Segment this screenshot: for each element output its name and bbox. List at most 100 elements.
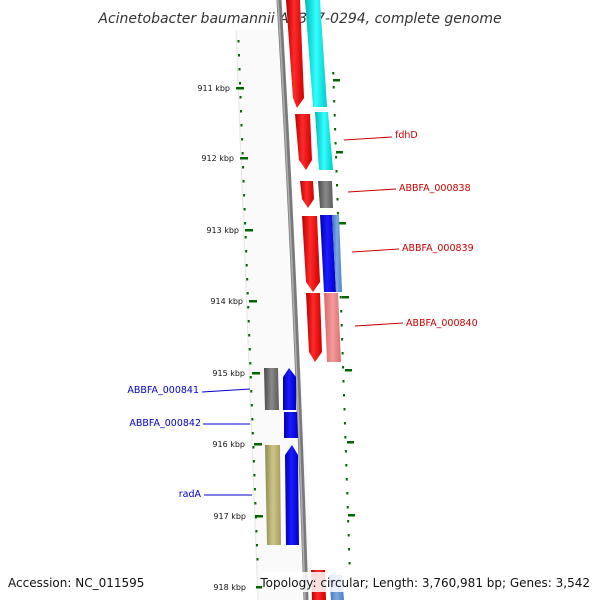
guide-dot [335,170,338,173]
guide-dot [248,348,251,351]
gene-label-fdhD[interactable]: fdhD [395,130,418,141]
guide-dot [245,264,248,267]
backbone-highlight [277,0,306,600]
gene-feature-cyan-1[interactable] [305,0,327,107]
gene-feature-blue-abbfa-000842[interactable] [284,412,298,438]
guide-dot [339,296,342,299]
guide-dot [253,474,256,477]
guide-dot [244,236,247,239]
guide-dot [254,502,257,505]
gene-feature-grey-abbfa-000841[interactable] [264,368,279,410]
guide-dot [343,408,346,411]
guide-dot [252,446,255,449]
gene-feature-bluelight-right[interactable] [332,215,342,292]
gene-label-abbfa-000840-group[interactable]: ABBFA_000840 [354,318,478,329]
leader-line [201,388,251,393]
guide-dot [345,478,348,481]
guide-dot [250,390,253,393]
gene-feature-blue-radA[interactable] [285,445,299,545]
guide-dot [332,72,335,75]
tick-mark [333,79,340,82]
guide-dot [249,376,252,379]
gene-feature-khaki-radA[interactable] [265,445,281,545]
tick-mark [256,586,264,589]
guide-dot [256,558,259,561]
guide-dot [243,194,246,197]
guide-dot [340,324,343,327]
tick-label: 915 kbp [212,369,245,378]
tick-mark [254,443,262,446]
tick-label: 918 kbp [213,583,246,592]
backbone-line [276,0,309,600]
guide-dot [251,432,254,435]
tick-mark [255,515,263,518]
guide-dot [239,82,241,85]
tick-label: 912 kbp [201,154,234,163]
gene-label-radA-group[interactable]: radA [179,489,252,500]
gene-label-abbfa-000839-group[interactable]: ABBFA_000839 [351,243,474,254]
gene-feature-pink-1[interactable] [324,293,341,362]
gene-label-abbfa-000840[interactable]: ABBFA_000840 [406,318,478,329]
tick-label: 914 kbp [210,297,243,306]
gene-feature-red-1[interactable] [286,0,304,108]
gene-label-abbfa-000838[interactable]: ABBFA_000838 [399,183,471,194]
tick-label: 917 kbp [213,512,246,521]
gene-label-abbfa-000839[interactable]: ABBFA_000839 [402,243,474,254]
tick-mark [345,369,352,372]
gene-feature-red-abbfa-000839[interactable] [302,216,320,292]
tick-label: 913 kbp [206,226,239,235]
gene-label-abbfa-000842-group[interactable]: ABBFA_000842 [129,418,250,429]
guide-dot [246,278,249,281]
leader-line [351,248,400,253]
guide-dot [347,534,350,537]
guide-dot [334,128,337,131]
guide-dot [244,222,247,225]
kbp-tick-marks [236,79,355,589]
guide-dot [332,86,335,89]
gene-label-fdhD-group[interactable]: fdhD [343,130,418,141]
tick-mark [240,157,248,160]
gene-label-abbfa-000841[interactable]: ABBFA_000841 [127,385,199,396]
guide-dot [336,184,338,187]
tick-mark [249,300,257,303]
gene-label-abbfa-000842[interactable]: ABBFA_000842 [129,418,201,429]
gene-feature-cyan-2[interactable] [315,112,333,170]
guide-dot [347,520,350,523]
gene-label-abbfa-000841-group[interactable]: ABBFA_000841 [127,385,251,396]
guide-dot [341,338,344,341]
gene-feature-grey-1[interactable] [318,181,333,208]
guide-dot [345,464,348,467]
guide-dot [341,352,344,355]
gene-label-abbfa-000838-group[interactable]: ABBFA_000838 [347,183,471,194]
guide-dot [343,422,346,425]
guide-dot [246,292,249,295]
guide-dot [253,488,256,491]
guide-dot [255,530,258,533]
gene-feature-red-fdhD[interactable] [295,114,312,170]
gene-feature-red-abbfa-000840[interactable] [306,293,322,362]
guide-dot [245,250,248,253]
guide-dot [342,380,345,383]
leader-line [347,188,397,193]
tick-label: 916 kbp [212,440,245,449]
gene-feature-red-abbfa-000838[interactable] [300,181,314,208]
tick-mark [342,296,349,299]
gene-label-radA[interactable]: radA [179,489,202,500]
guide-dot [242,166,245,169]
guide-dot [255,544,258,547]
guide-dot [346,492,349,495]
tick-mark [339,222,346,225]
leader-line [354,322,404,327]
guide-dot [333,100,336,103]
guide-dot [346,506,349,509]
tick-mark [245,229,253,232]
guide-dot [336,212,339,215]
gene-feature-blue-right[interactable] [320,215,336,292]
guide-dot [340,310,343,313]
topology-text: Topology: circular; Length: 3,760,981 bp… [259,576,590,590]
guide-dot [243,208,246,211]
guide-dot [247,306,250,309]
gene-feature-blue-abbfa-000841[interactable] [283,368,296,410]
guide-dot [334,142,337,145]
